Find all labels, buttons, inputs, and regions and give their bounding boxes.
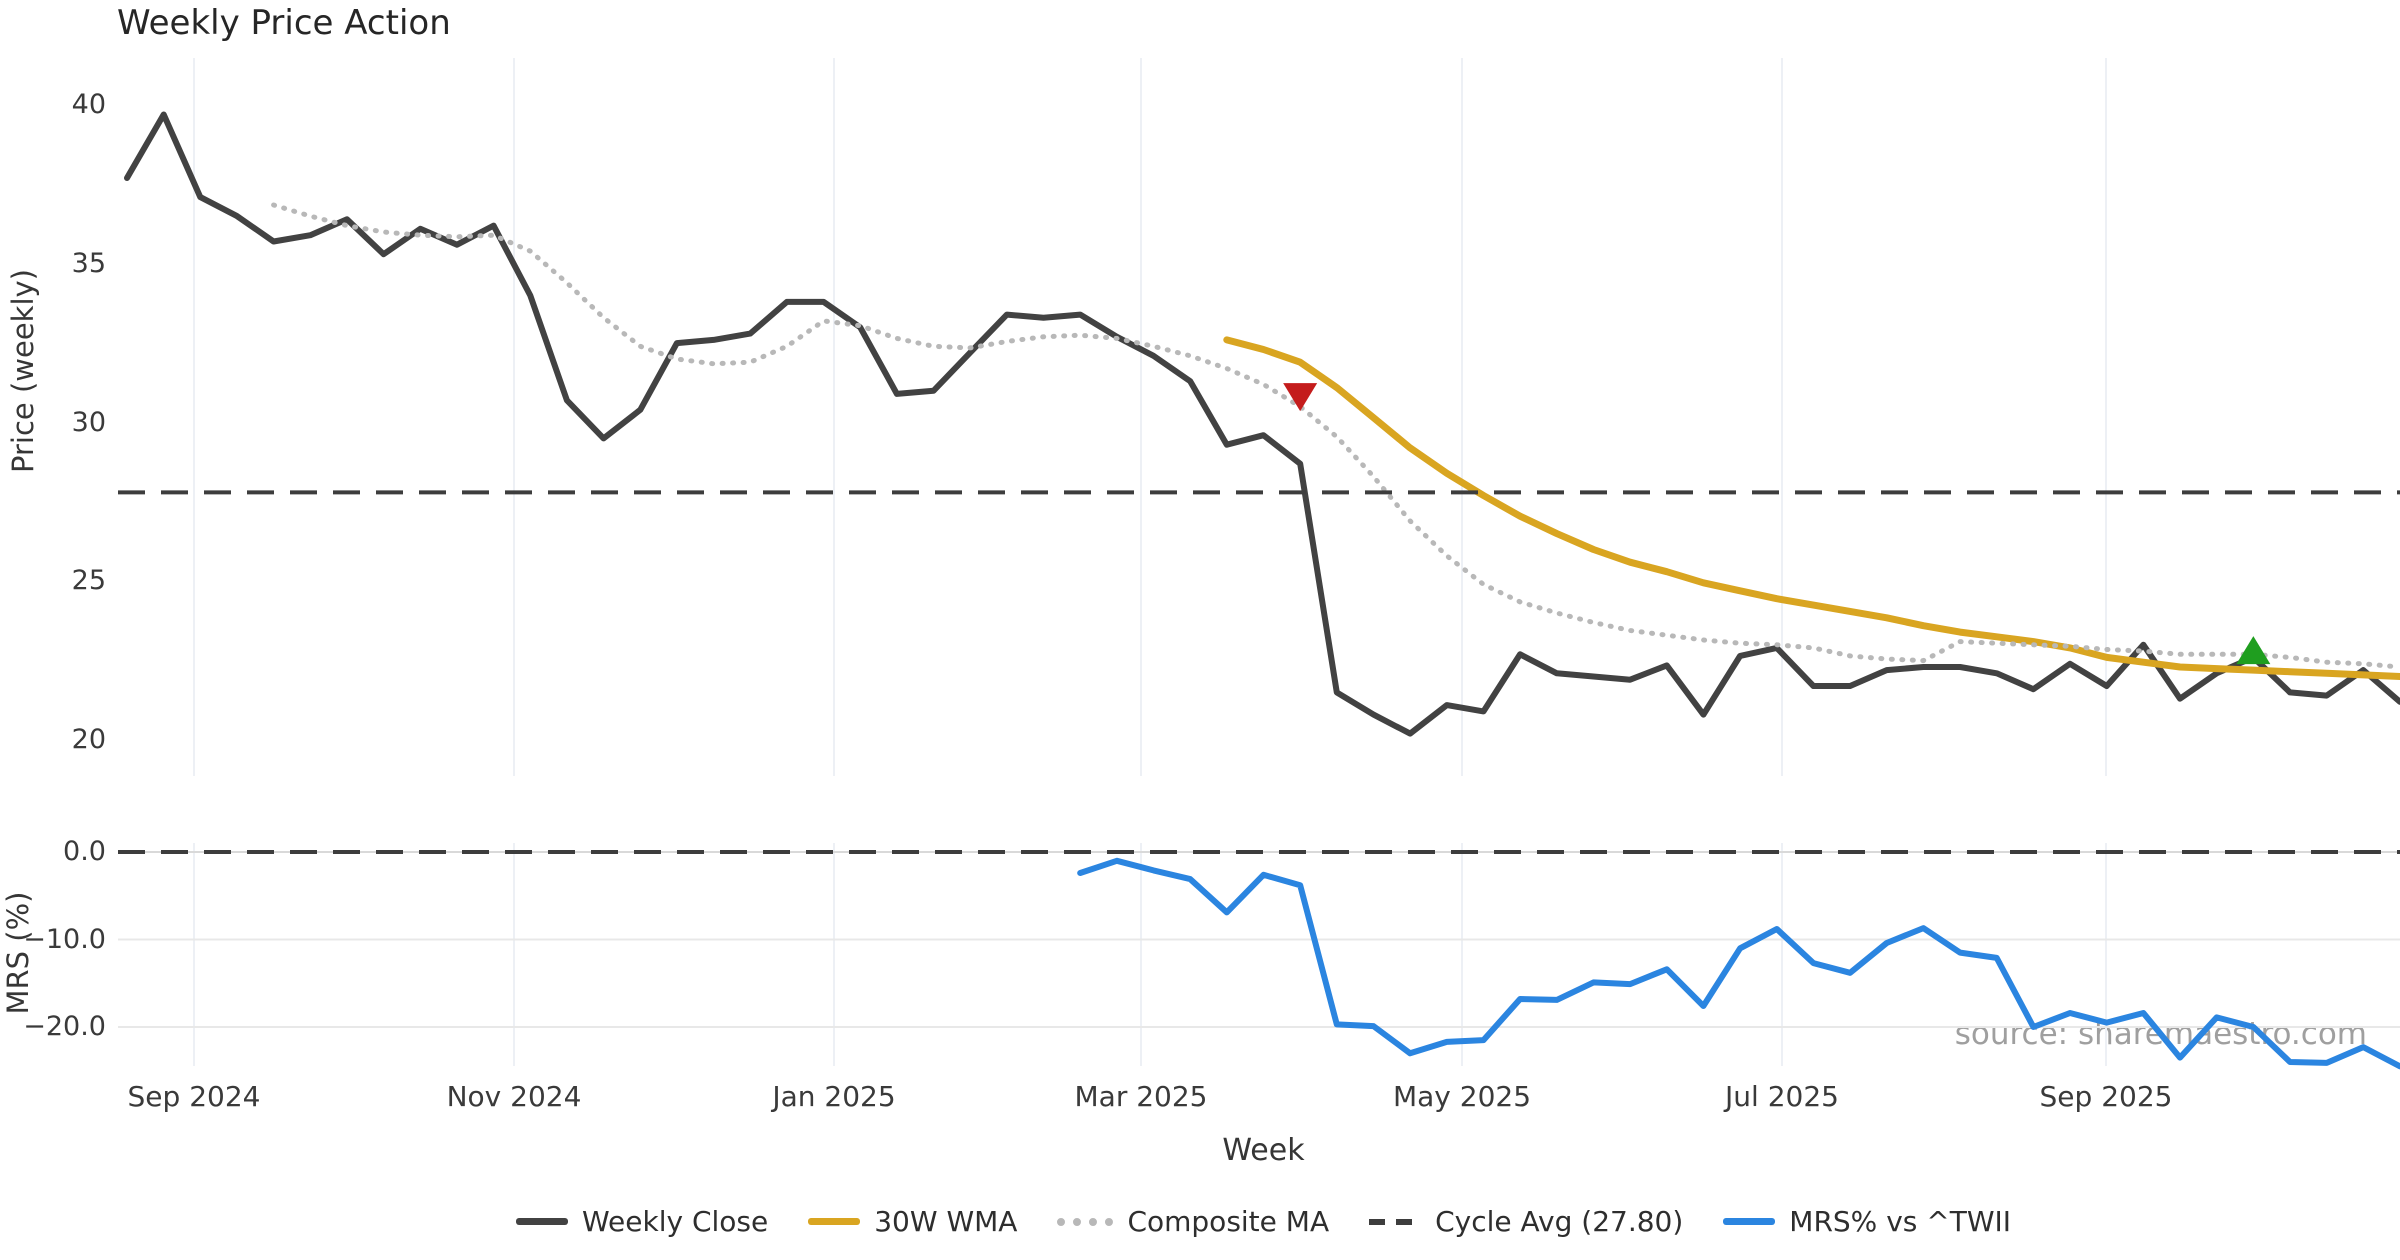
x-tick-label-3: Mar 2025 [1074, 1080, 1208, 1113]
legend-item-30w-wma: 30W WMA [808, 1205, 1017, 1238]
legend-item-mrs-vs-twii: MRS% vs ^TWII [1723, 1205, 2011, 1238]
price-tick-label-3: 25 [71, 565, 106, 597]
price-tick-label-4: 20 [71, 724, 106, 755]
mrs-tick-label-2: −20.0 [23, 1011, 106, 1042]
mrs-tick-label-1: −10.0 [23, 923, 106, 955]
x-tick-label-0: Sep 2024 [127, 1080, 261, 1113]
legend-label: Cycle Avg (27.80) [1435, 1205, 1684, 1238]
legend-swatch-solid [1723, 1218, 1776, 1225]
chart-title: Weekly Price Action [117, 3, 451, 43]
legend-item-weekly-close: Weekly Close [515, 1205, 769, 1238]
x-tick-label-2: Jan 2025 [772, 1080, 896, 1113]
mrs-vs-twii-line [1077, 857, 2400, 1070]
legend-swatch-dashed [1369, 1218, 1422, 1225]
legend-item-composite-ma: Composite MA [1057, 1205, 1329, 1238]
x-tick-label-5: Jul 2025 [1725, 1080, 1839, 1113]
x-axis-label: Week [1222, 1133, 1305, 1168]
sell-signal-marker [1283, 383, 1318, 412]
legend-swatch-dotted [1057, 1217, 1114, 1226]
x-tick-label-6: Sep 2025 [2039, 1080, 2173, 1113]
buy-signal-marker [2236, 636, 2271, 665]
30w-wma-line [1223, 336, 2400, 680]
legend-label: MRS% vs ^TWII [1789, 1205, 2012, 1238]
legend-label: Composite MA [1127, 1205, 1330, 1238]
legend-swatch-solid [808, 1218, 861, 1225]
composite-ma-line [271, 202, 2400, 670]
price-tick-label-2: 30 [71, 406, 106, 438]
legend-label: Weekly Close [581, 1205, 769, 1238]
legend-label: 30W WMA [874, 1205, 1018, 1238]
weekly-close-line [124, 111, 2400, 737]
legend-swatch-solid [515, 1218, 568, 1225]
chart-legend: Weekly Close 30W WMA Composite MA Cycle Avg… [127, 1205, 2400, 1238]
price-tick-label-0: 40 [71, 89, 106, 120]
x-tick-label-4: May 2025 [1392, 1080, 1532, 1113]
price-tick-label-1: 35 [71, 247, 106, 279]
x-tick-label-1: Nov 2024 [446, 1080, 582, 1113]
legend-item-cycle-avg-27-80: Cycle Avg (27.80) [1369, 1205, 1683, 1238]
mrs-tick-label-0: 0.0 [63, 836, 106, 867]
